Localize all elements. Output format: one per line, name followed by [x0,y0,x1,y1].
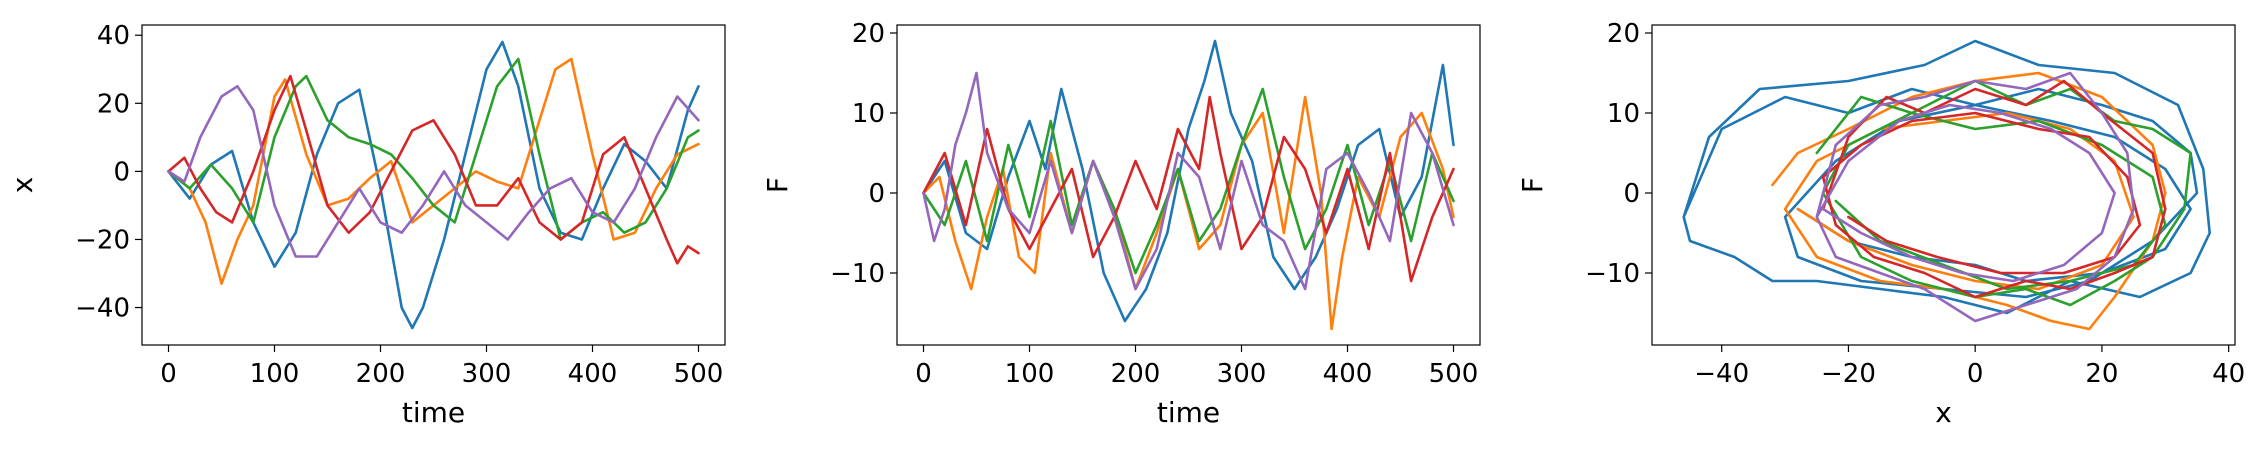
x-axis-label: x [1935,396,1952,429]
series-line-5 [922,71,1455,291]
x-tick-label: 400 [568,359,618,389]
y-tick-label: 20 [1607,19,1640,49]
y-tick-label: 0 [113,157,130,187]
plot-area [922,39,1455,331]
series-line-1 [922,39,1455,323]
y-tick-label: −40 [75,294,130,324]
series-line-1 [1682,39,2211,315]
series-line-2 [1771,71,2167,331]
series-line-3 [922,87,1455,275]
y-axis-label: x [6,177,39,194]
series-line-2 [167,57,700,285]
y-tick-label: 10 [1607,99,1640,129]
y-tick-label: 20 [852,19,885,49]
x-tick-label: 300 [1217,359,1267,389]
series-line-5 [167,85,700,258]
x-tick-label: 20 [2085,359,2118,389]
axes-frame [141,24,726,346]
y-tick-label: 40 [97,21,130,51]
x-axis-label: time [1157,396,1220,429]
y-tick-label: −20 [75,225,130,255]
y-tick-label: −10 [1585,259,1640,289]
x-tick-label: 40 [2212,359,2245,389]
x-tick-label: 0 [915,359,932,389]
y-axis-label: F [761,177,794,193]
x-tick-label: 100 [250,359,300,389]
y-tick-label: 0 [868,179,885,209]
series-line-4 [167,74,700,265]
y-tick-label: 0 [1623,179,1640,209]
series-line-3 [167,57,700,241]
y-tick-label: 20 [97,89,130,119]
x-tick-label: 200 [356,359,406,389]
x-tick-label: 0 [1967,359,1984,389]
y-axis-label: F [1516,177,1549,193]
plot-area [167,40,700,330]
x-tick-label: 500 [674,359,724,389]
x-tick-label: 500 [1429,359,1479,389]
series-line-4 [922,95,1455,283]
panel-F-vs-x: −40 −20 0 20 40 −10 0 10 20 x F [1516,19,2245,429]
x-axis-label: time [402,396,465,429]
x-tick-label: 100 [1005,359,1055,389]
x-tick-label: 400 [1323,359,1373,389]
x-tick-label: 0 [160,359,177,389]
y-tick-label: 10 [852,99,885,129]
x-tick-label: 300 [462,359,512,389]
plot-area [1682,39,2211,331]
panel-x-vs-time: 0 100 200 300 400 500 −40 −20 0 20 40 time x [6,21,726,429]
panel-F-vs-time: 0 100 200 300 400 500 −10 0 10 20 time F [761,19,1481,429]
x-tick-label: 200 [1111,359,1161,389]
series-line-5 [1815,71,2135,323]
x-tick-label: −20 [1821,359,1876,389]
axes-frame [1651,24,2236,346]
series-line-1 [167,40,700,330]
axes-frame [896,24,1481,346]
series-line-4 [1821,79,2167,299]
y-tick-label: −10 [830,259,885,289]
x-tick-label: −40 [1694,359,1749,389]
